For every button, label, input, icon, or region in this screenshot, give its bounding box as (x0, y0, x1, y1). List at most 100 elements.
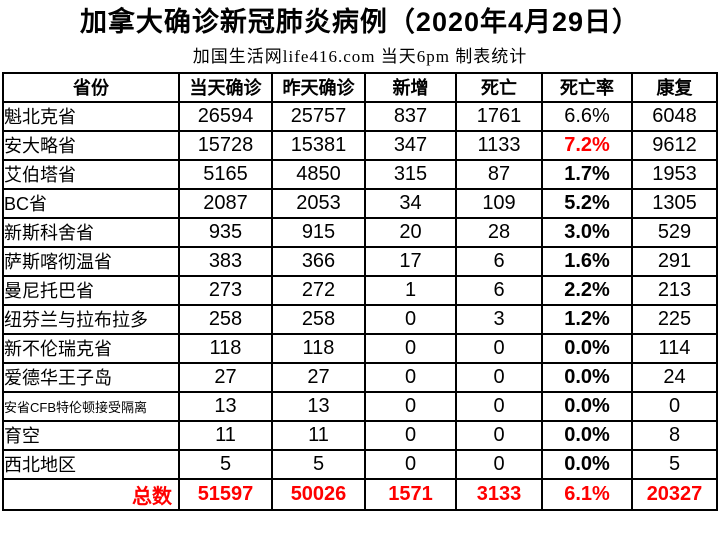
yesterday-cell: 13 (271, 390, 366, 422)
total-deaths-cell: 3133 (455, 477, 543, 511)
death-rate-cell: 1.7% (541, 158, 633, 190)
total-today-cell: 51597 (178, 477, 273, 511)
province-cell: 爱德华王子岛 (2, 361, 180, 393)
table-row: BC省 2087 2053 34 109 5.2% 1305 (2, 187, 718, 219)
table-row: 安省CFB特伦顿接受隔离 13 13 0 0 0.0% 0 (2, 390, 718, 422)
column-header-deaths: 死亡 (455, 71, 543, 103)
column-header-new: 新增 (364, 71, 457, 103)
recovered-cell: 1305 (631, 187, 718, 219)
recovered-cell: 6048 (631, 100, 718, 132)
total-label: 总数 (2, 477, 180, 511)
today-cell: 15728 (178, 129, 273, 161)
deaths-cell: 0 (455, 332, 543, 364)
yesterday-cell: 5 (271, 448, 366, 480)
province-cell: 新斯科舍省 (2, 216, 180, 248)
death-rate-cell: 0.0% (541, 419, 633, 451)
new-cell: 0 (364, 332, 457, 364)
death-rate-cell: 5.2% (541, 187, 633, 219)
death-rate-cell: 3.0% (541, 216, 633, 248)
province-cell: 艾伯塔省 (2, 158, 180, 190)
table-body: 魁北克省 26594 25757 837 1761 6.6% 6048 安大略省 15728 15… (2, 100, 718, 511)
column-header-deathrate: 死亡率 (541, 71, 633, 103)
column-header-today: 当天确诊 (178, 71, 273, 103)
new-cell: 34 (364, 187, 457, 219)
today-cell: 5165 (178, 158, 273, 190)
recovered-cell: 8 (631, 419, 718, 451)
new-cell: 0 (364, 390, 457, 422)
today-cell: 11 (178, 419, 273, 451)
deaths-cell: 0 (455, 361, 543, 393)
deaths-cell: 0 (455, 448, 543, 480)
total-new-cell: 1571 (364, 477, 457, 511)
deaths-cell: 28 (455, 216, 543, 248)
today-cell: 118 (178, 332, 273, 364)
deaths-cell: 1761 (455, 100, 543, 132)
deaths-cell: 0 (455, 390, 543, 422)
deaths-cell: 0 (455, 419, 543, 451)
province-cell: BC省 (2, 187, 180, 219)
header-row: 省份 当天确诊 昨天确诊 新增 死亡 死亡率 康复 (2, 71, 718, 103)
province-cell: 安大略省 (2, 129, 180, 161)
yesterday-cell: 272 (271, 274, 366, 306)
table-row: 新不伦瑞克省 118 118 0 0 0.0% 114 (2, 332, 718, 364)
province-cell: 纽芬兰与拉布拉多 (2, 303, 180, 335)
page-title: 加拿大确诊新冠肺炎病例（2020年4月29日） (79, 7, 641, 37)
yesterday-cell: 27 (271, 361, 366, 393)
table-row: 新斯科舍省 935 915 20 28 3.0% 529 (2, 216, 718, 248)
total-yesterday-cell: 50026 (271, 477, 366, 511)
table-row: 萨斯喀彻温省 383 366 17 6 1.6% 291 (2, 245, 718, 277)
recovered-cell: 291 (631, 245, 718, 277)
deaths-cell: 3 (455, 303, 543, 335)
today-cell: 5 (178, 448, 273, 480)
table-row: 育空 11 11 0 0 0.0% 8 (2, 419, 718, 451)
new-cell: 347 (364, 129, 457, 161)
today-cell: 26594 (178, 100, 273, 132)
new-cell: 0 (364, 448, 457, 480)
deaths-cell: 6 (455, 274, 543, 306)
recovered-cell: 213 (631, 274, 718, 306)
province-cell: 西北地区 (2, 448, 180, 480)
table-row: 艾伯塔省 5165 4850 315 87 1.7% 1953 (2, 158, 718, 190)
death-rate-cell: 6.6% (541, 100, 633, 132)
new-cell: 837 (364, 100, 457, 132)
province-cell: 萨斯喀彻温省 (2, 245, 180, 277)
today-cell: 27 (178, 361, 273, 393)
new-cell: 0 (364, 303, 457, 335)
today-cell: 13 (178, 390, 273, 422)
death-rate-cell: 0.0% (541, 332, 633, 364)
province-cell: 魁北克省 (2, 100, 180, 132)
table-row: 魁北克省 26594 25757 837 1761 6.6% 6048 (2, 100, 718, 132)
today-cell: 383 (178, 245, 273, 277)
death-rate-cell: 1.6% (541, 245, 633, 277)
yesterday-cell: 4850 (271, 158, 366, 190)
yesterday-cell: 258 (271, 303, 366, 335)
table-row: 曼尼托巴省 273 272 1 6 2.2% 213 (2, 274, 718, 306)
yesterday-cell: 15381 (271, 129, 366, 161)
column-header-recovered: 康复 (631, 71, 718, 103)
recovered-cell: 0 (631, 390, 718, 422)
yesterday-cell: 2053 (271, 187, 366, 219)
recovered-cell: 1953 (631, 158, 718, 190)
province-cell: 育空 (2, 419, 180, 451)
death-rate-cell: 2.2% (541, 274, 633, 306)
table-row: 爱德华王子岛 27 27 0 0 0.0% 24 (2, 361, 718, 393)
column-header-province: 省份 (2, 71, 180, 103)
total-recovered-cell: 20327 (631, 477, 718, 511)
death-rate-cell: 0.0% (541, 390, 633, 422)
table-row: 纽芬兰与拉布拉多 258 258 0 3 1.2% 225 (2, 303, 718, 335)
recovered-cell: 225 (631, 303, 718, 335)
today-cell: 935 (178, 216, 273, 248)
new-cell: 17 (364, 245, 457, 277)
today-cell: 2087 (178, 187, 273, 219)
recovered-cell: 9612 (631, 129, 718, 161)
total-row: 总数 51597 50026 1571 3133 6.1% 20327 (2, 477, 718, 511)
recovered-cell: 114 (631, 332, 718, 364)
province-cell: 曼尼托巴省 (2, 274, 180, 306)
new-cell: 0 (364, 419, 457, 451)
death-rate-cell: 7.2% (541, 129, 633, 161)
new-cell: 20 (364, 216, 457, 248)
yesterday-cell: 25757 (271, 100, 366, 132)
page-subtitle: 加国生活网life416.com 当天6pm 制表统计 (192, 46, 528, 66)
yesterday-cell: 11 (271, 419, 366, 451)
